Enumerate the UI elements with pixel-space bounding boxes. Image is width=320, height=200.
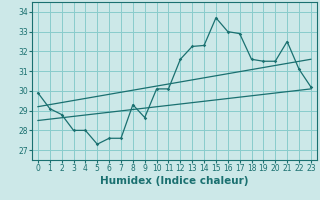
X-axis label: Humidex (Indice chaleur): Humidex (Indice chaleur)	[100, 176, 249, 186]
